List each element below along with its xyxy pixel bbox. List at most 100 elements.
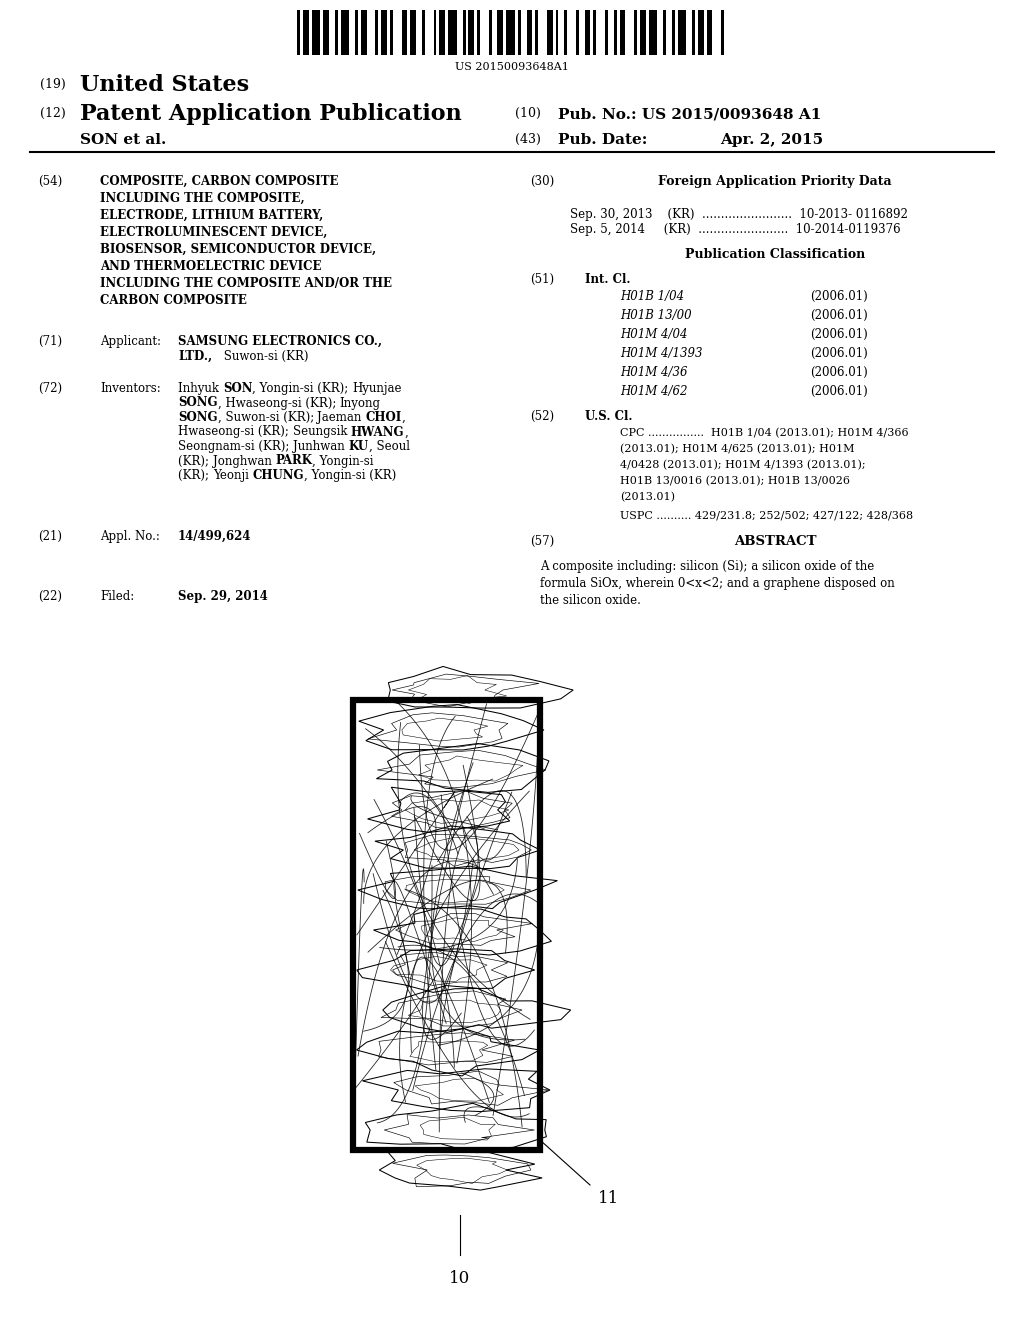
Text: 14/499,624: 14/499,624 [178,531,252,543]
Text: A composite including: silicon (Si); a silicon oxide of the
formula SiOx, wherei: A composite including: silicon (Si); a s… [540,560,895,607]
Bar [449,11,457,55]
Text: Junhwan: Junhwan [293,440,348,453]
Bar [564,11,567,55]
Bar [324,11,329,55]
Text: (10): (10) [515,107,541,120]
Text: , Yongin-si (KR): , Yongin-si (KR) [304,469,396,482]
Text: US 20150093648A1: US 20150093648A1 [455,62,569,73]
Bar [721,11,724,55]
Text: Sep. 30, 2013    (KR)  ........................  10-2013- 0116892: Sep. 30, 2013 (KR) .....................… [570,209,908,220]
Text: (72): (72) [38,381,62,395]
Text: LTD.,: LTD., [178,350,212,363]
Text: (43): (43) [515,133,541,147]
Text: HWANG: HWANG [351,425,404,438]
Bar [526,11,532,55]
Text: CHUNG: CHUNG [252,469,304,482]
Bar [477,11,480,55]
Text: , Hwaseong-si (KR);: , Hwaseong-si (KR); [217,396,340,409]
Bar [547,11,553,55]
Bar [593,11,596,55]
Bar [335,11,338,55]
Text: (2013.01): (2013.01) [620,492,675,503]
Bar [556,11,558,55]
Bar [605,11,608,55]
Text: (2006.01): (2006.01) [810,366,867,379]
Text: Inyong: Inyong [340,396,381,409]
Text: Foreign Application Priority Data: Foreign Application Priority Data [658,176,892,187]
Bar [518,11,521,55]
Text: (22): (22) [38,590,62,603]
Text: (2006.01): (2006.01) [810,309,867,322]
Text: Suwon-si (KR): Suwon-si (KR) [220,350,308,363]
Bar [422,11,425,55]
Text: Apr. 2, 2015: Apr. 2, 2015 [720,133,823,147]
Bar [360,11,367,55]
Text: (KR);: (KR); [178,454,213,467]
Text: (2006.01): (2006.01) [810,327,867,341]
Bar [707,11,713,55]
Text: United States: United States [80,74,249,96]
Bar [297,11,300,55]
Text: H01M 4/62: H01M 4/62 [620,385,687,399]
Text: (2013.01); H01M 4/625 (2013.01); H01M: (2013.01); H01M 4/625 (2013.01); H01M [620,444,854,454]
Bar [585,11,591,55]
Text: USPC .......... 429/231.8; 252/502; 427/122; 428/368: USPC .......... 429/231.8; 252/502; 427/… [620,510,913,520]
Bar [536,11,539,55]
Bar [433,11,436,55]
Text: , Yongin-si (KR);: , Yongin-si (KR); [252,381,352,395]
Text: Appl. No.:: Appl. No.: [100,531,160,543]
Bar [303,11,308,55]
Text: CHOI: CHOI [366,411,401,424]
Text: Jaeman: Jaeman [317,411,366,424]
Text: SONG: SONG [178,396,217,409]
Text: Pub. No.: US 2015/0093648 A1: Pub. No.: US 2015/0093648 A1 [558,107,821,121]
Text: Inhyuk: Inhyuk [178,381,223,395]
Text: SAMSUNG ELECTRONICS CO.,: SAMSUNG ELECTRONICS CO., [178,335,382,348]
Text: H01B 13/00: H01B 13/00 [620,309,691,322]
Bar [401,11,408,55]
Text: Inventors:: Inventors: [100,381,161,395]
Text: (57): (57) [530,535,554,548]
Text: (51): (51) [530,273,554,286]
Text: , Seoul: , Seoul [369,440,410,453]
Text: CPC ................  H01B 1/04 (2013.01); H01M 4/366: CPC ................ H01B 1/04 (2013.01)… [620,428,908,438]
Bar [381,11,387,55]
Text: (2006.01): (2006.01) [810,290,867,304]
Text: Sep. 5, 2014     (KR)  ........................  10-2014-0119376: Sep. 5, 2014 (KR) ......................… [570,223,901,236]
Text: (KR);: (KR); [178,469,213,482]
Text: (12): (12) [40,107,66,120]
Text: SON: SON [223,381,252,395]
Text: H01B 1/04: H01B 1/04 [620,290,684,304]
Text: (52): (52) [530,411,554,422]
Bar [678,11,686,55]
Bar [613,11,616,55]
Bar [390,11,393,55]
Text: (2006.01): (2006.01) [810,385,867,399]
Bar [355,11,358,55]
Bar [634,11,637,55]
Text: Yeonji: Yeonji [213,469,252,482]
Bar [640,11,646,55]
Text: Patent Application Publication: Patent Application Publication [80,103,462,125]
Bar [411,11,416,55]
Text: Seongnam-si (KR);: Seongnam-si (KR); [178,440,293,453]
Text: SONG: SONG [178,411,217,424]
Text: (19): (19) [40,78,66,91]
Bar [488,11,492,55]
Bar [672,11,675,55]
Text: ,: , [404,425,409,438]
Text: (21): (21) [38,531,62,543]
Text: PARK: PARK [275,454,312,467]
Bar [341,11,349,55]
Text: H01B 13/0016 (2013.01); H01B 13/0026: H01B 13/0016 (2013.01); H01B 13/0026 [620,477,850,486]
Text: H01M 4/36: H01M 4/36 [620,366,687,379]
Bar [463,11,466,55]
Bar [311,11,321,55]
Bar [506,11,515,55]
Text: COMPOSITE, CARBON COMPOSITE
INCLUDING THE COMPOSITE,
ELECTRODE, LITHIUM BATTERY,: COMPOSITE, CARBON COMPOSITE INCLUDING TH… [100,176,392,308]
Text: Hyunjae: Hyunjae [352,381,401,395]
Bar [376,11,378,55]
Text: (2006.01): (2006.01) [810,347,867,360]
Text: ,: , [401,411,406,424]
Text: Publication Classification: Publication Classification [685,248,865,261]
